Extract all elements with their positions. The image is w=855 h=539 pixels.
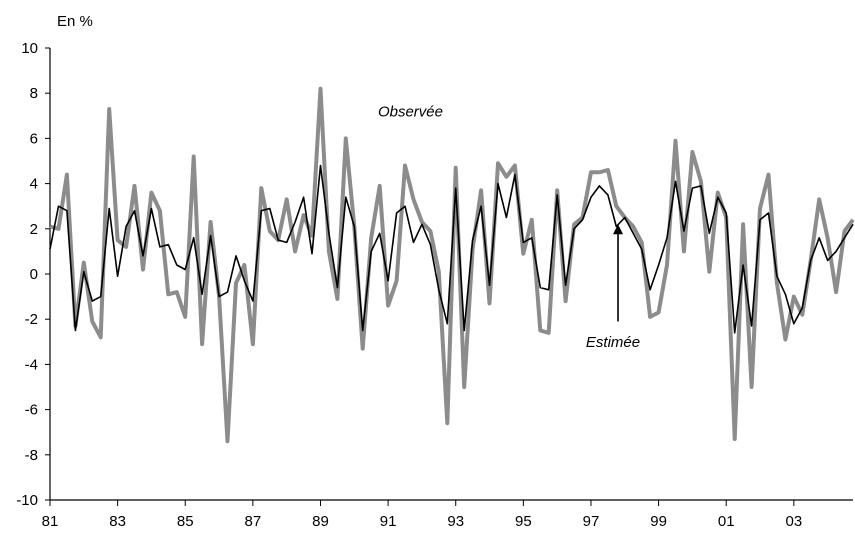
x-tick-label: 81 (42, 513, 59, 530)
x-tick-label: 91 (380, 513, 397, 530)
annotation-label: Observée (378, 103, 443, 120)
y-axis: -10 -8 -6 -4 -2 0 2 4 6 8 10 (16, 40, 50, 509)
x-axis: 81 83 85 87 89 91 93 95 97 99 01 03 (42, 500, 802, 530)
y-tick-label: 8 (30, 85, 38, 102)
x-tick-label: 03 (785, 513, 802, 530)
y-tick-label: -8 (25, 447, 38, 464)
x-tick-label: 97 (583, 513, 600, 530)
annotation-label: Estimée (586, 334, 640, 351)
unit-label: En % (57, 13, 93, 30)
x-tick-label: 93 (447, 513, 464, 530)
x-tick-label: 99 (650, 513, 667, 530)
x-tick-label: 95 (515, 513, 532, 530)
annotations: Observée Estimée (378, 103, 640, 351)
x-tick-label: 01 (718, 513, 735, 530)
y-tick-label: -2 (25, 311, 38, 328)
y-tick-label: -6 (25, 402, 38, 419)
series-line-observee (49, 86, 855, 444)
x-tick-label: 89 (312, 513, 329, 530)
x-tick-label: 87 (245, 513, 262, 530)
y-tick-label: -10 (16, 492, 38, 509)
y-tick-label: 10 (21, 40, 38, 57)
y-tick-label: 6 (30, 130, 38, 147)
x-tick-label: 83 (109, 513, 126, 530)
y-tick-label: -4 (25, 356, 38, 373)
y-tick-label: 0 (30, 266, 38, 283)
y-tick-label: 4 (30, 176, 38, 193)
y-tick-label: 2 (30, 221, 38, 238)
series-line-estimee (49, 164, 854, 334)
series-group (49, 86, 855, 444)
annotation-arrowhead (613, 224, 624, 235)
x-tick-label: 85 (177, 513, 194, 530)
